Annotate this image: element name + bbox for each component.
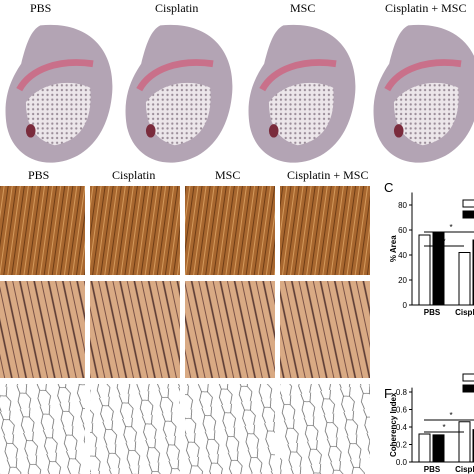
bar <box>458 421 471 463</box>
brain-section <box>126 25 233 163</box>
column-label: Cisplatin <box>155 1 198 15</box>
annotation: * <box>442 237 445 246</box>
y-axis-label: % Area <box>389 235 398 262</box>
x-tick-label: Cisplatin <box>455 308 474 317</box>
brain-section <box>6 25 113 163</box>
y-tick-label: 0.8 <box>396 388 408 397</box>
micrograph <box>90 281 180 378</box>
y-tick-label: 20 <box>398 276 407 285</box>
y-tick-label: 0.0 <box>396 458 408 467</box>
column-label: PBS <box>30 1 51 15</box>
annotation: * <box>449 411 452 420</box>
micrograph <box>90 384 180 474</box>
micrograph <box>185 384 275 474</box>
bar <box>432 434 445 463</box>
column-label: MSC <box>215 168 240 182</box>
column-label: Cisplatin + MSC <box>385 1 466 15</box>
y-tick-label: 60 <box>398 226 407 235</box>
micrograph <box>280 384 370 474</box>
brain-section <box>249 25 356 163</box>
panel-letter: C <box>384 180 393 195</box>
legend-swatch <box>462 384 474 393</box>
y-axis-label: Coherency Index <box>389 392 398 457</box>
column-label: Cisplatin + MSC <box>287 168 368 182</box>
legend-swatch <box>462 199 474 208</box>
column-label: Cisplatin <box>112 168 155 182</box>
micrograph <box>185 281 275 378</box>
column-label: PBS <box>28 168 49 182</box>
y-tick-label: 80 <box>398 201 407 210</box>
micrograph <box>280 281 370 378</box>
x-tick-label: PBS <box>424 465 441 474</box>
panel-letter: F <box>384 386 392 401</box>
bar <box>418 433 431 463</box>
x-tick-label: PBS <box>424 308 441 317</box>
legend-swatch <box>462 373 474 382</box>
micrograph <box>0 384 85 474</box>
micrograph <box>90 186 180 275</box>
micrograph <box>185 186 275 275</box>
brain-section <box>374 25 474 163</box>
micrograph-grid: PBS Cisplatin MSC Cisplatin + MSC <box>0 168 370 474</box>
bar <box>418 234 431 306</box>
y-tick-label: 0.6 <box>396 406 408 415</box>
annotation: * <box>449 223 452 232</box>
x-tick-label: Cisplatin <box>455 465 474 474</box>
y-tick-label: 0.4 <box>396 423 408 432</box>
y-tick-label: 0.2 <box>396 441 408 450</box>
y-tick-label: 0 <box>403 301 408 310</box>
column-label: MSC <box>290 1 315 15</box>
top-row: PBS Cisplatin MSC Cisplatin + MSC <box>6 1 474 163</box>
micrograph <box>280 186 370 275</box>
micrograph <box>0 281 85 378</box>
annotation: * <box>442 423 445 432</box>
legend-swatch <box>462 210 474 219</box>
charts: C % Area 0 20 40 60 80 PBS Cisplatin * * FCoherency… <box>384 180 474 474</box>
bar <box>458 252 471 306</box>
micrograph <box>0 186 85 275</box>
y-tick-label: 40 <box>398 251 407 260</box>
